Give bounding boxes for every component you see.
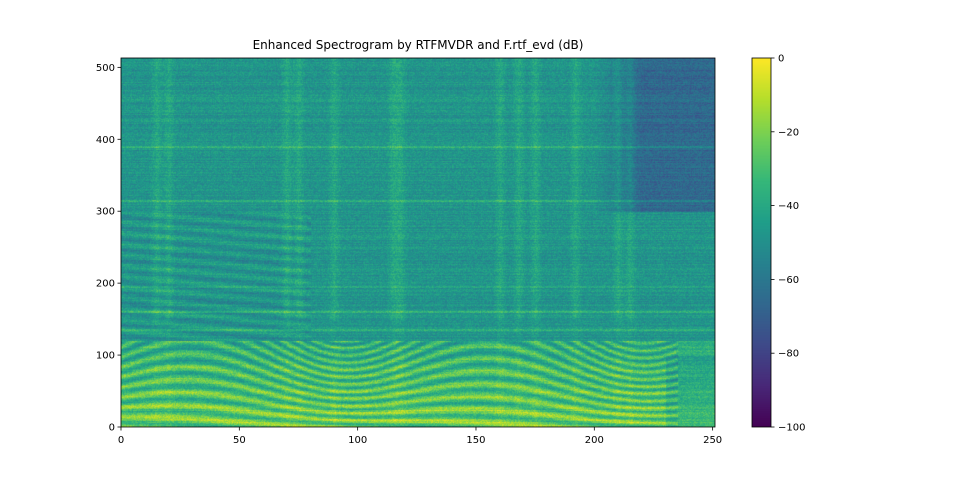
x-tick-label: 100 — [348, 435, 367, 446]
y-tick-label: 400 — [96, 135, 115, 146]
chart-title: Enhanced Spectrogram by RTFMVDR and F.rt… — [252, 38, 584, 52]
colorbar-tick-label: −40 — [778, 201, 799, 212]
colorbar-tick-label: −20 — [778, 127, 799, 138]
colorbar-tick-label: 0 — [778, 54, 784, 65]
colorbar — [752, 58, 771, 427]
y-tick-label: 500 — [96, 63, 115, 74]
y-tick-label: 300 — [96, 207, 115, 218]
y-tick-label: 0 — [109, 423, 115, 434]
colorbar-tick-label: −60 — [778, 275, 799, 286]
x-tick-label: 0 — [118, 435, 124, 446]
x-tick-label: 150 — [466, 435, 485, 446]
x-tick-label: 50 — [233, 435, 246, 446]
plot-frame — [120, 57, 716, 428]
spectrogram-heatmap — [121, 58, 715, 427]
colorbar-frame — [751, 57, 772, 428]
y-tick-label: 200 — [96, 279, 115, 290]
y-tick-label: 100 — [96, 351, 115, 362]
x-tick-label: 250 — [703, 435, 722, 446]
colorbar-tick-label: −100 — [778, 423, 805, 434]
colorbar-tick-label: −80 — [778, 349, 799, 360]
x-tick-label: 200 — [585, 435, 604, 446]
